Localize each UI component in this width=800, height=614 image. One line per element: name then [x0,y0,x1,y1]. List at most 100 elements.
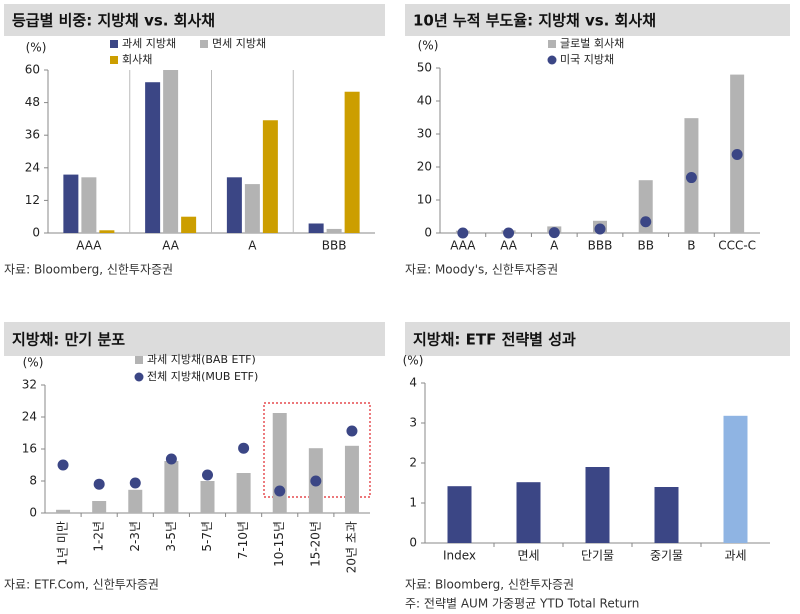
panel-header [405,4,790,36]
x-tick-label: 단기물 [581,549,614,563]
x-tick-label: BBB [322,239,347,253]
y-tick-label: 8 [29,474,37,488]
y-tick-label: 24 [25,160,40,174]
bar [145,82,161,233]
x-tick-label: 7-10년 [236,521,250,559]
dot [310,475,322,487]
bar [164,461,179,513]
x-tick-label: 10-15년 [272,521,286,567]
source: 자료: Bloomberg, 신한투자증권 [4,263,173,277]
dot [594,223,606,235]
dot [457,227,469,239]
dot [640,216,652,228]
y-tick-label: 0 [32,226,40,240]
y-tick-label: 30 [417,127,432,141]
note: 주: 전략별 AUM 가중평균 YTD Total Return [405,597,639,611]
x-tick-label: 20년 초과 [344,521,358,573]
source: 자료: Bloomberg, 신한투자증권 [405,578,574,592]
bar [63,174,79,233]
dot [238,442,250,454]
y-tick-label: 12 [25,193,40,207]
dot [731,148,743,160]
dot [129,477,141,489]
x-tick-label: 과세 [724,549,746,563]
bar [344,91,360,233]
legend-label: 면세 지방채 [212,37,266,50]
legend-swatch [548,40,556,48]
y-tick-label: 1 [409,496,417,510]
bar [56,509,71,513]
x-tick-label: AAA [450,239,476,253]
bar [308,223,324,233]
bar [181,216,197,233]
chart-title: 지방채: ETF 전략별 성과 [413,331,576,349]
bar [585,467,610,543]
x-tick-label: 3-5년 [164,521,178,552]
x-tick-label: AA [500,239,518,253]
bar [99,230,115,233]
bar [326,228,342,233]
y-tick-label: 36 [25,128,40,142]
x-tick-label: 1-2년 [92,521,106,552]
x-tick-label: 면세 [517,549,539,563]
unit-label: (%) [403,354,424,368]
dot [57,459,69,471]
legend-swatch [134,372,144,382]
chart-title: 10년 누적 부도율: 지방채 vs. 회사채 [413,12,656,30]
y-tick-label: 48 [25,95,40,109]
bar [272,413,287,513]
bar [447,486,472,543]
legend-swatch [135,356,143,364]
x-tick-label: 1년 미만 [56,521,70,566]
y-tick-label: 20 [417,160,432,174]
unit-label: (%) [418,39,439,53]
y-tick-label: 2 [409,456,417,470]
chart-title: 등급별 비중: 지방채 vs. 회사채 [12,12,215,30]
legend-swatch [110,56,118,64]
chart-title: 지방채: 만기 분포 [12,331,125,349]
dot [346,425,358,437]
legend-swatch [110,40,118,48]
bar [244,184,260,233]
x-tick-label: CCC-C [718,239,756,253]
x-tick-label: 중기물 [650,549,683,563]
y-tick-label: 50 [417,61,432,75]
y-tick-label: 32 [22,378,37,392]
dot [685,172,697,184]
bar [723,415,748,543]
y-tick-label: 0 [29,506,37,520]
x-tick-label: B [687,239,695,253]
x-tick-label: BB [637,239,653,253]
y-tick-label: 3 [409,416,417,430]
y-tick-label: 10 [417,193,432,207]
y-tick-label: 40 [417,94,432,108]
x-tick-label: 5-7년 [200,521,214,552]
unit-label: (%) [26,41,47,55]
panel-header [405,322,790,356]
x-tick-label: 2-3년 [128,521,142,552]
y-tick-label: 4 [409,376,417,390]
x-tick-label: A [248,239,257,253]
legend-label: 글로벌 회사채 [560,37,624,50]
legend-swatch [547,55,557,65]
legend-label: 미국 지방채 [560,53,614,66]
bar [654,487,679,543]
y-tick-label: 0 [424,226,432,240]
bar [344,445,359,513]
bar [262,120,278,233]
y-tick-label: 16 [22,442,37,456]
dot [202,469,213,481]
legend-swatch [200,40,208,48]
bar [92,501,107,513]
dot [548,227,560,239]
panel-header [4,322,385,356]
x-tick-label: BBB [588,239,613,253]
y-tick-label: 0 [409,536,417,550]
legend-label: 과세 지방채(BAB ETF) [147,353,256,366]
dot [503,227,515,239]
bar [128,489,143,513]
bar [516,482,541,543]
x-tick-label: 15-20년 [308,521,322,567]
bar [226,177,242,233]
